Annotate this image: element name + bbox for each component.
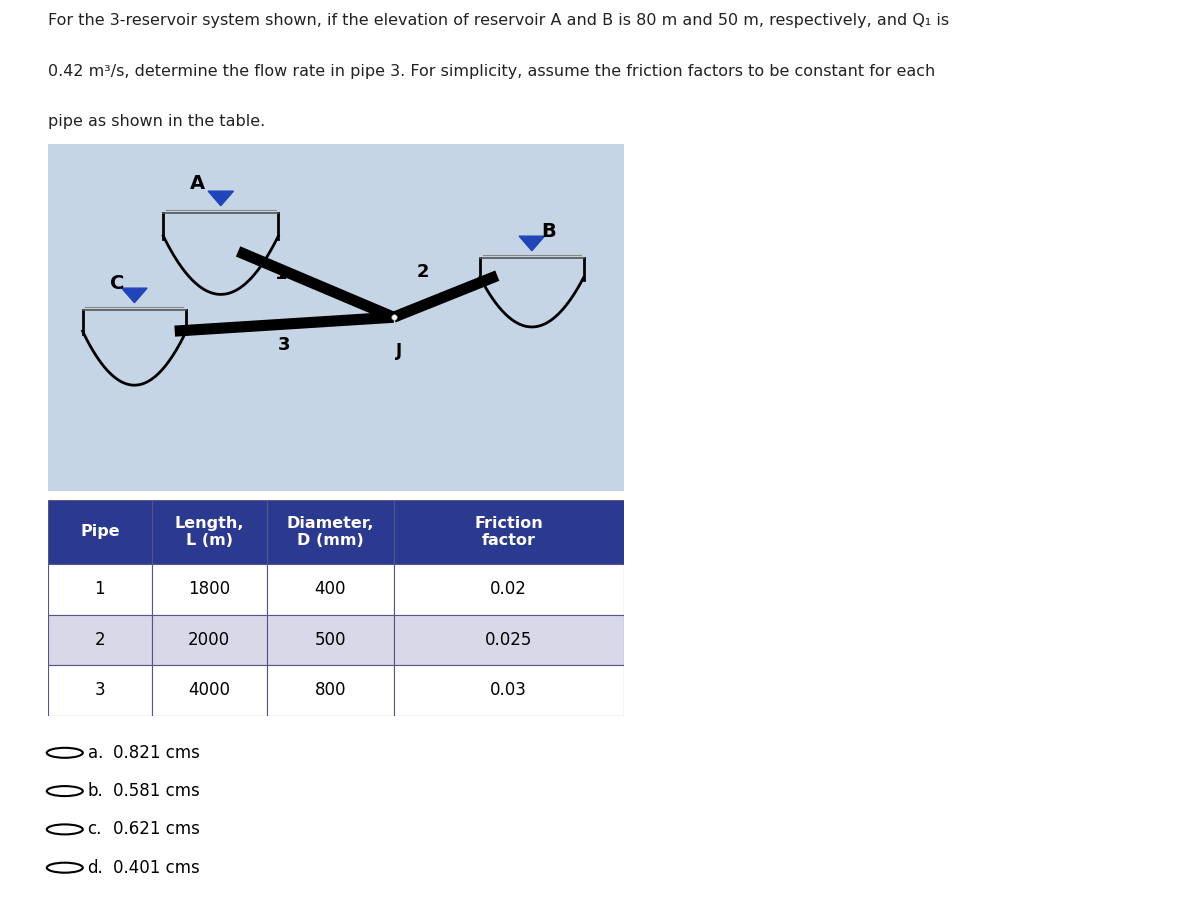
Text: pipe as shown in the table.: pipe as shown in the table. <box>48 114 265 130</box>
Text: C: C <box>110 274 125 293</box>
Polygon shape <box>208 191 234 206</box>
Circle shape <box>47 748 83 758</box>
Text: 2: 2 <box>95 631 106 649</box>
Text: 2000: 2000 <box>188 631 230 649</box>
Bar <box>394 564 624 615</box>
Text: 0.42 m³/s, determine the flow rate in pipe 3. For simplicity, assume the frictio: 0.42 m³/s, determine the flow rate in pi… <box>48 64 935 79</box>
Circle shape <box>47 786 83 796</box>
Text: a.: a. <box>88 743 103 761</box>
Text: Length,
L (m): Length, L (m) <box>174 516 244 548</box>
Text: 0.621 cms: 0.621 cms <box>113 821 199 839</box>
Bar <box>48 665 151 716</box>
Text: 1800: 1800 <box>188 580 230 598</box>
Text: 0.581 cms: 0.581 cms <box>113 782 199 800</box>
Text: 0.02: 0.02 <box>491 580 527 598</box>
Text: Diameter,
D (mm): Diameter, D (mm) <box>287 516 374 548</box>
Text: Pipe: Pipe <box>80 525 120 539</box>
Bar <box>266 665 394 716</box>
Text: c.: c. <box>88 821 102 839</box>
Bar <box>266 615 394 665</box>
Text: 3: 3 <box>95 681 106 699</box>
Bar <box>151 500 266 564</box>
Bar <box>151 615 266 665</box>
Bar <box>48 615 151 665</box>
Circle shape <box>47 863 83 873</box>
Text: 0.025: 0.025 <box>485 631 533 649</box>
Bar <box>151 564 266 615</box>
Bar <box>394 615 624 665</box>
Bar <box>48 500 151 564</box>
Polygon shape <box>121 288 148 302</box>
Text: 400: 400 <box>314 580 346 598</box>
Text: Friction
factor: Friction factor <box>474 516 544 548</box>
Text: d.: d. <box>88 859 103 877</box>
Bar <box>266 564 394 615</box>
Text: A: A <box>190 174 205 193</box>
Text: B: B <box>541 222 557 241</box>
Bar <box>394 665 624 716</box>
Text: 800: 800 <box>314 681 346 699</box>
Text: 500: 500 <box>314 631 346 649</box>
Bar <box>48 564 151 615</box>
Text: 0.401 cms: 0.401 cms <box>113 859 199 877</box>
Bar <box>266 500 394 564</box>
Text: 4000: 4000 <box>188 681 230 699</box>
Text: b.: b. <box>88 782 103 800</box>
Circle shape <box>47 824 83 834</box>
Text: For the 3-reservoir system shown, if the elevation of reservoir A and B is 80 m : For the 3-reservoir system shown, if the… <box>48 14 949 29</box>
Text: 1: 1 <box>275 265 288 283</box>
Polygon shape <box>520 236 545 251</box>
Text: 1: 1 <box>95 580 106 598</box>
Text: 0.821 cms: 0.821 cms <box>113 743 199 761</box>
Text: J: J <box>396 341 402 359</box>
Bar <box>151 665 266 716</box>
Text: 0.03: 0.03 <box>491 681 527 699</box>
Text: 3: 3 <box>278 336 290 354</box>
Text: 2: 2 <box>416 263 428 281</box>
Bar <box>394 500 624 564</box>
